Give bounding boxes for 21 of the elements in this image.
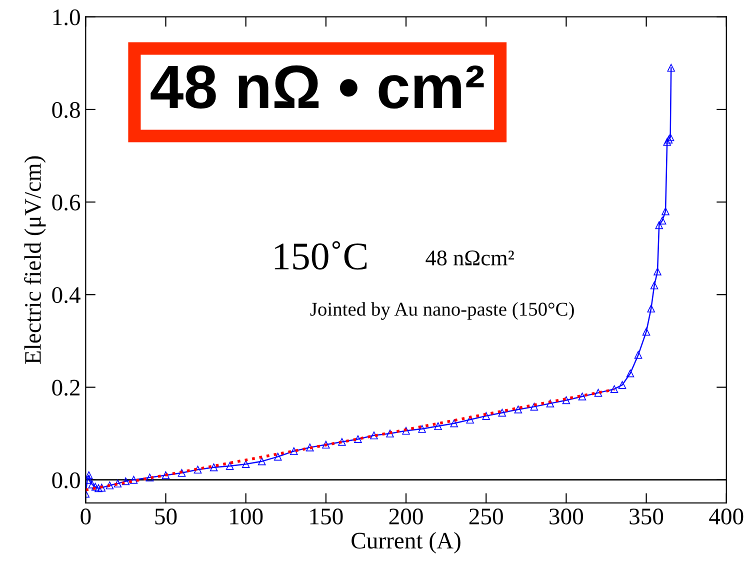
- x-tick-label: 300: [550, 508, 584, 524]
- y-tick-label: 1.0: [53, 9, 80, 26]
- annotation: Jointed by Au nano-paste (150°C): [310, 302, 574, 320]
- x-tick-label: 150: [310, 508, 343, 524]
- y-tick-label: 0.6: [52, 194, 80, 211]
- x-tick-label: 50: [155, 508, 177, 524]
- x-tick-label: 200: [389, 508, 423, 524]
- annotation: 48 nΩcm²: [426, 250, 514, 266]
- y-axis-title: Electric field (μV/cm): [24, 156, 46, 364]
- y-tick-label: 0.2: [52, 380, 80, 396]
- y-tick-label: 0.4: [52, 287, 80, 304]
- x-axis-title: Current (A): [352, 532, 460, 554]
- y-tick-label: 0.8: [52, 102, 80, 118]
- annotation: 48 nΩ • cm²: [150, 65, 484, 109]
- x-tick-label: 0: [80, 508, 91, 524]
- x-tick-label: 350: [630, 508, 664, 524]
- x-tick-label: 100: [230, 508, 263, 524]
- x-tick-label: 400: [709, 508, 744, 524]
- annotation: 150˚C: [274, 241, 367, 270]
- y-tick-label: 0.0: [52, 472, 80, 488]
- x-tick-label: 250: [469, 508, 503, 524]
